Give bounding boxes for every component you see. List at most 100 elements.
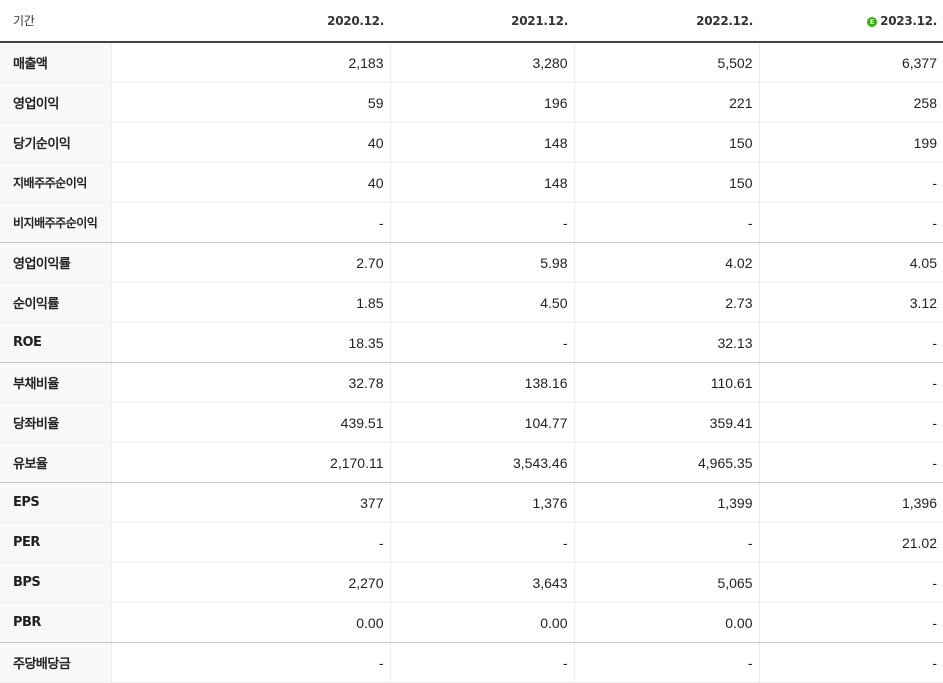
table-cell: - — [389, 642, 574, 683]
row-label: PBR — [0, 602, 111, 643]
table-body: 매출액 2,183 3,280 5,502 6,377 영업이익 59 196 … — [0, 42, 943, 683]
table-cell: 138.16 — [389, 362, 574, 403]
table-cell: 4,965.35 — [573, 442, 759, 483]
table-cell: 148 — [389, 162, 574, 203]
row-label: 지배주주순이익 — [0, 162, 111, 203]
table-cell: 40 — [110, 162, 390, 203]
table-cell: 1,396 — [758, 482, 943, 523]
table-cell: 4.05 — [758, 242, 943, 283]
table-cell: 4.02 — [573, 242, 759, 283]
row-label: EPS — [0, 482, 111, 523]
table-cell: 2,183 — [110, 42, 390, 83]
table-cell: 59 — [110, 82, 390, 123]
table-cell: 0.00 — [389, 602, 574, 643]
table-cell: 2.70 — [110, 242, 390, 283]
table-cell: 1.85 — [110, 282, 390, 323]
table-row: BPS 2,270 3,643 5,065 - — [0, 562, 943, 603]
table-cell: - — [758, 442, 943, 483]
table-row: ROE 18.35 - 32.13 - — [0, 322, 943, 363]
row-label: 유보율 — [0, 442, 111, 483]
table-cell: - — [110, 522, 390, 563]
table-cell: 199 — [758, 122, 943, 163]
table-row: 당기순이익 40 148 150 199 — [0, 122, 943, 163]
table-cell: 2.73 — [573, 282, 759, 323]
table-cell: - — [758, 562, 943, 603]
column-header-2023-label: 2023.12. — [880, 13, 937, 28]
table-row: 주당배당금 - - - - — [0, 642, 943, 683]
table-cell: - — [758, 162, 943, 203]
table-cell: 439.51 — [110, 402, 390, 443]
table-cell: 0.00 — [573, 602, 759, 643]
row-label: 부채비율 — [0, 362, 111, 403]
table-row: EPS 377 1,376 1,399 1,396 — [0, 482, 943, 523]
table-cell: - — [110, 202, 390, 243]
table-cell: 2,270 — [110, 562, 390, 603]
table-cell: 4.50 — [389, 282, 574, 323]
table-cell: 258 — [758, 82, 943, 123]
table-row: 순이익률 1.85 4.50 2.73 3.12 — [0, 282, 943, 323]
row-label: 순이익률 — [0, 282, 111, 323]
header-row: 기간 2020.12. 2021.12. 2022.12. E 2023.12. — [0, 0, 943, 43]
estimate-icon: E — [867, 16, 878, 27]
column-header-2023: E 2023.12. — [759, 0, 943, 43]
table-row: 부채비율 32.78 138.16 110.61 - — [0, 362, 943, 403]
table-cell: - — [758, 322, 943, 363]
table-cell: 1,376 — [389, 482, 574, 523]
row-label: BPS — [0, 562, 111, 603]
table-cell: 196 — [389, 82, 574, 123]
table-cell: 3,643 — [389, 562, 574, 603]
table-row: PBR 0.00 0.00 0.00 - — [0, 602, 943, 643]
table-cell: 110.61 — [573, 362, 759, 403]
column-header-2021: 2021.12. — [390, 0, 574, 43]
table-cell: - — [758, 402, 943, 443]
table-cell: 148 — [389, 122, 574, 163]
table-row: 영업이익 59 196 221 258 — [0, 82, 943, 123]
row-label: 영업이익 — [0, 82, 111, 123]
table-cell: 359.41 — [573, 402, 759, 443]
table-cell: - — [389, 522, 574, 563]
table-row: 당좌비율 439.51 104.77 359.41 - — [0, 402, 943, 443]
table-cell: 3,280 — [389, 42, 574, 83]
row-label: ROE — [0, 322, 111, 363]
table-cell: - — [573, 522, 759, 563]
row-label: 당기순이익 — [0, 122, 111, 163]
column-header-2022: 2022.12. — [574, 0, 759, 43]
table-row: 지배주주순이익 40 148 150 - — [0, 162, 943, 203]
table-cell: 377 — [110, 482, 390, 523]
table-cell: 104.77 — [389, 402, 574, 443]
row-label: 비지배주주순이익 — [0, 202, 111, 243]
table-cell: 150 — [573, 162, 759, 203]
table-cell: - — [573, 202, 759, 243]
table-cell: 3,543.46 — [389, 442, 574, 483]
table-cell: - — [758, 362, 943, 403]
table-row: 영업이익률 2.70 5.98 4.02 4.05 — [0, 242, 943, 283]
table-cell: 150 — [573, 122, 759, 163]
table-cell: 18.35 — [110, 322, 390, 363]
table-header: 기간 2020.12. 2021.12. 2022.12. E 2023.12. — [0, 0, 943, 43]
table-cell: 5.98 — [389, 242, 574, 283]
table-cell: 1,399 — [573, 482, 759, 523]
table-cell: 221 — [573, 82, 759, 123]
table-cell: 40 — [110, 122, 390, 163]
row-label: 주당배당금 — [0, 642, 111, 683]
table-row: 매출액 2,183 3,280 5,502 6,377 — [0, 42, 943, 83]
table-cell: 0.00 — [110, 602, 390, 643]
row-label: PER — [0, 522, 111, 563]
row-label: 당좌비율 — [0, 402, 111, 443]
table-cell: - — [758, 602, 943, 643]
table-cell: 32.78 — [110, 362, 390, 403]
table-cell: 2,170.11 — [110, 442, 390, 483]
table-cell: - — [758, 202, 943, 243]
row-label: 매출액 — [0, 42, 111, 83]
column-header-2020: 2020.12. — [111, 0, 390, 43]
table-cell: 21.02 — [758, 522, 943, 563]
table-cell: 32.13 — [573, 322, 759, 363]
table-cell: - — [389, 202, 574, 243]
table-cell: 5,502 — [573, 42, 759, 83]
table-row: PER - - - 21.02 — [0, 522, 943, 563]
table-cell: 3.12 — [758, 282, 943, 323]
table-cell: 5,065 — [573, 562, 759, 603]
table-cell: - — [110, 642, 390, 683]
table-cell: - — [389, 322, 574, 363]
